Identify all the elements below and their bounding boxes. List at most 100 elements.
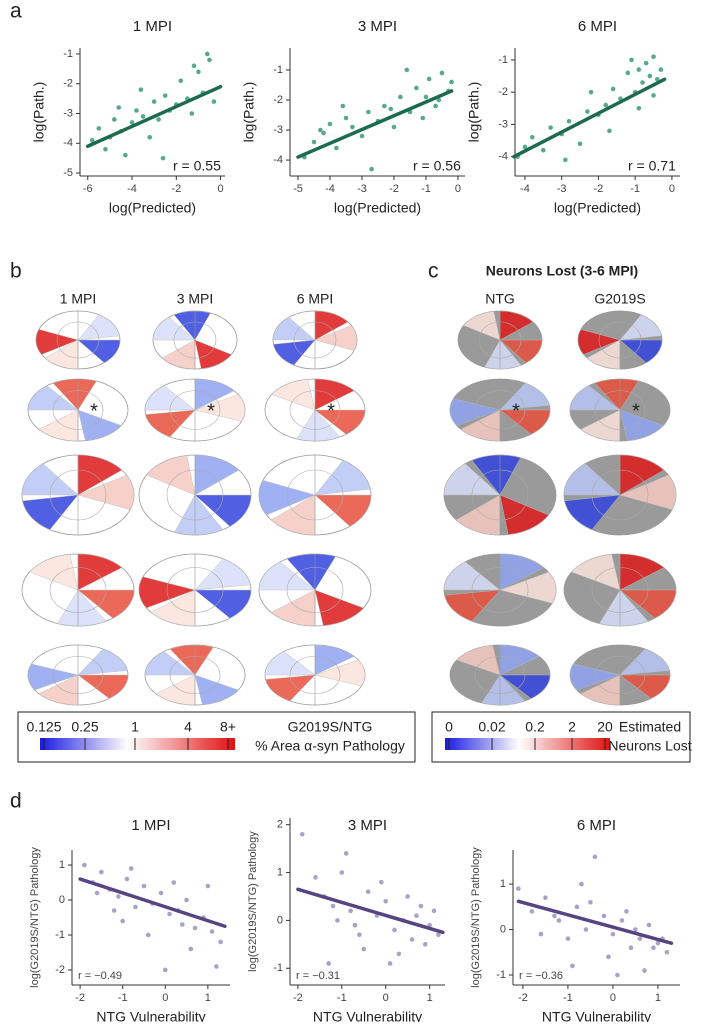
chart-title: 1 MPI xyxy=(131,817,170,834)
y-tick-label: -2 xyxy=(273,94,283,106)
y-tick-label: -3 xyxy=(63,107,73,119)
colorbar-tick-label: 20 xyxy=(597,719,613,735)
x-tick-label: -4 xyxy=(325,183,335,195)
chart-title: 3 MPI xyxy=(348,817,387,834)
point xyxy=(601,913,607,919)
point xyxy=(383,898,389,904)
point xyxy=(162,93,168,98)
brain-region xyxy=(619,409,664,441)
brain-region xyxy=(77,553,123,591)
point xyxy=(636,67,642,72)
brain-region xyxy=(270,494,316,536)
point xyxy=(643,60,649,66)
colorbar-tick-label: 2 xyxy=(568,719,576,735)
scatter-plot: 6 MPI -4 -3 -2 -1 0 -4 -3 -2 -1 log(Predicted) log(… xyxy=(466,18,680,216)
y-tick-label: -1 xyxy=(273,64,283,76)
point xyxy=(350,124,355,130)
x-tick-label: 1 xyxy=(205,992,211,1004)
point xyxy=(628,945,634,951)
y-axis-label: log(G2019S/NTG) Pathology xyxy=(247,831,259,972)
x-tick-label: -1 xyxy=(337,992,347,1004)
point xyxy=(522,144,528,150)
point xyxy=(396,951,402,957)
colorbar-tick-label: 0.125 xyxy=(26,719,61,735)
y-tick-label: 2 xyxy=(277,819,283,831)
brain-region xyxy=(499,339,543,364)
y-tick-label: -4 xyxy=(498,151,508,163)
point xyxy=(313,875,318,880)
x-tick-label: -5 xyxy=(293,183,303,195)
brain-section: * xyxy=(144,378,246,442)
point xyxy=(218,939,223,945)
y-tick-label: -1 xyxy=(498,54,508,66)
point xyxy=(339,870,345,875)
y-axis-label: log(Path.) xyxy=(31,82,47,143)
point xyxy=(326,961,331,966)
point xyxy=(565,936,571,941)
x-axis-label: NTG Vulnerability xyxy=(96,1009,205,1022)
point xyxy=(116,105,122,110)
fit-line xyxy=(85,84,223,148)
brain-section xyxy=(569,644,671,706)
point xyxy=(387,961,393,966)
brain-region xyxy=(563,463,621,496)
panel-label: d xyxy=(10,790,22,813)
brain-region xyxy=(314,460,371,496)
point xyxy=(211,99,217,104)
point xyxy=(583,927,589,932)
brain-region xyxy=(569,385,621,411)
brain-section xyxy=(27,644,129,706)
point xyxy=(156,117,161,122)
point xyxy=(414,913,419,918)
brain-section xyxy=(138,454,252,536)
brain-section: * xyxy=(27,378,129,442)
point xyxy=(633,927,638,932)
point xyxy=(89,137,95,143)
x-tick-label: -3 xyxy=(557,183,567,195)
point xyxy=(426,76,432,82)
brain-region xyxy=(314,494,372,527)
point xyxy=(162,967,168,973)
brain-region xyxy=(286,553,336,591)
marker: * xyxy=(90,400,98,422)
point xyxy=(423,94,429,100)
annotation: r = −0.49 xyxy=(78,970,122,982)
point xyxy=(111,908,117,913)
y-tick-label: 0 xyxy=(500,923,506,935)
panel-label: b xyxy=(10,260,22,283)
point xyxy=(439,70,445,76)
x-axis-label: log(Predicted) xyxy=(109,200,196,216)
point xyxy=(141,883,147,889)
brain-section: * xyxy=(264,378,366,442)
colorbar-label: % Area α-syn Pathology xyxy=(255,738,405,754)
brain-region xyxy=(27,385,79,411)
point xyxy=(321,130,326,136)
point xyxy=(619,918,625,923)
point xyxy=(204,51,210,57)
panel-label: c xyxy=(428,260,439,283)
x-tick-label: -1 xyxy=(421,183,431,195)
x-axis-label: NTG Vulnerability xyxy=(542,1009,651,1022)
brain-section xyxy=(21,553,135,627)
x-tick-label: -1 xyxy=(118,992,128,1004)
brain-region xyxy=(144,385,196,411)
brain-region xyxy=(463,311,501,341)
brain-section xyxy=(21,454,135,536)
point xyxy=(352,922,358,928)
brain-region xyxy=(296,409,341,442)
point xyxy=(606,954,611,960)
y-axis-label: log(G2019S/NTG) Pathology xyxy=(470,847,482,988)
brain-section xyxy=(35,310,121,370)
point xyxy=(574,904,580,910)
colorbar-label: Neurons Lost xyxy=(608,738,691,754)
point xyxy=(422,942,428,947)
point xyxy=(610,931,616,937)
scatter-plot: 3 MPI -2 -1 0 1 -1 0 1 2 NTG Vulnerability log(G20… xyxy=(247,817,445,1025)
point xyxy=(563,157,568,163)
x-tick-label: -2 xyxy=(293,992,303,1004)
column-title: 1 MPI xyxy=(60,291,97,307)
y-tick-label: -3 xyxy=(498,118,508,130)
brain-region xyxy=(456,645,501,676)
point xyxy=(658,67,664,72)
x-tick-label: -2 xyxy=(518,992,528,1004)
